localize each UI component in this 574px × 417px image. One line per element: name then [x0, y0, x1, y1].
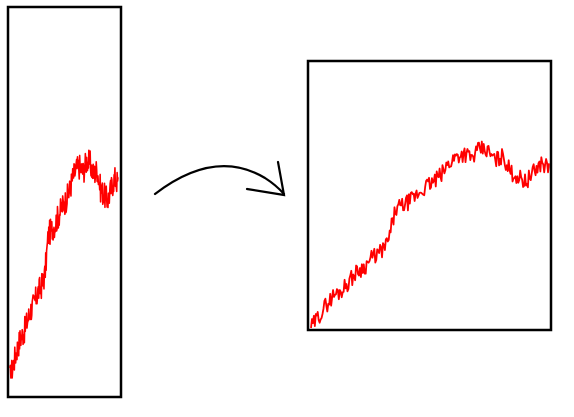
arrow-head [245, 160, 286, 197]
narrow-chart-frame [6, 5, 123, 399]
wide-chart-frame [306, 59, 553, 332]
curved-arrow-right-icon [153, 160, 286, 197]
wide-chart [306, 59, 553, 332]
narrow-chart-series-line [9, 149, 119, 379]
wide-chart-series-line [310, 140, 550, 329]
arrow-shaft [153, 165, 286, 196]
narrow-chart [6, 5, 123, 399]
